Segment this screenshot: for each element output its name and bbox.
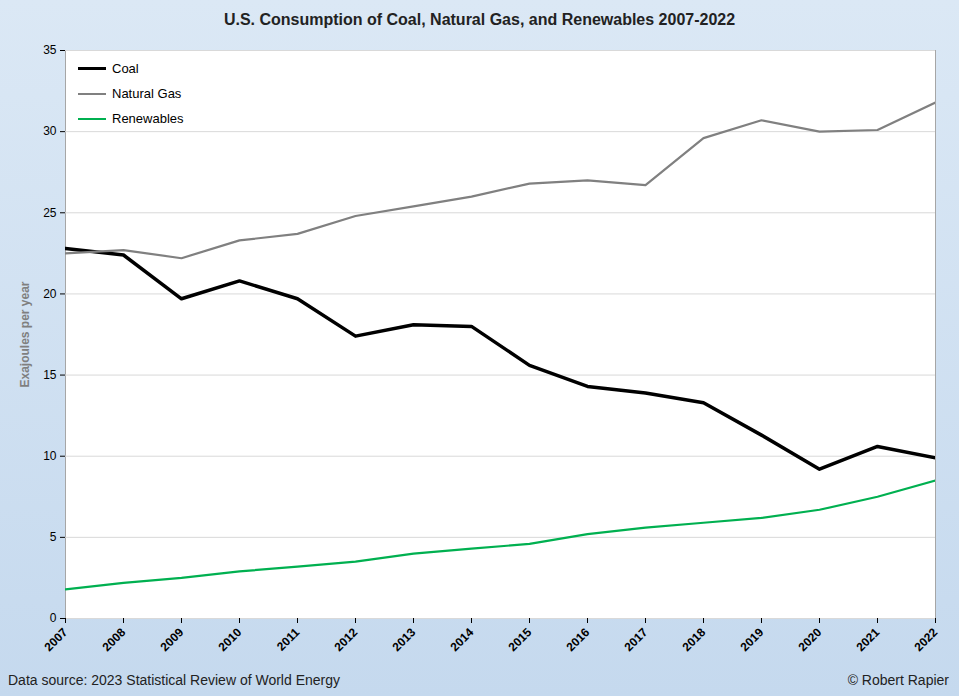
svg-text:2017: 2017 xyxy=(622,625,651,654)
html-text:Data source: 2023 Statistical: Data source: 2023 Statistical Review of … xyxy=(8,672,340,688)
svg-text:2021: 2021 xyxy=(854,625,883,654)
svg-text:30: 30 xyxy=(43,124,57,138)
svg-text:2009: 2009 xyxy=(158,625,187,654)
svg-text:2011: 2011 xyxy=(274,625,303,654)
svg-text:2015: 2015 xyxy=(506,625,535,654)
svg-text:2012: 2012 xyxy=(332,625,361,654)
svg-text:2019: 2019 xyxy=(738,625,767,654)
svg-text:2008: 2008 xyxy=(100,625,129,654)
svg-text:25: 25 xyxy=(43,206,57,220)
svg-text:5: 5 xyxy=(50,530,57,544)
svg-text:2014: 2014 xyxy=(448,625,477,654)
svg-text:10: 10 xyxy=(43,449,57,463)
svg-text:2020: 2020 xyxy=(796,625,825,654)
svg-text:2018: 2018 xyxy=(680,625,709,654)
svg-text:2007: 2007 xyxy=(42,625,71,654)
svg-text:0: 0 xyxy=(50,611,57,625)
html-text:Renewables: Renewables xyxy=(112,111,184,126)
svg-text:35: 35 xyxy=(43,43,57,57)
svg-text:20: 20 xyxy=(43,287,57,301)
html-text:U.S. Consumption of Coal, Natu: U.S. Consumption of Coal, Natural Gas, a… xyxy=(223,11,736,28)
svg-text:2022: 2022 xyxy=(912,625,941,654)
html-text:© Robert Rapier: © Robert Rapier xyxy=(847,672,949,688)
html-text:Natural Gas: Natural Gas xyxy=(112,86,182,101)
svg-text:Exajoules per year: Exajoules per year xyxy=(18,281,32,387)
svg-text:15: 15 xyxy=(43,368,57,382)
html-text:Coal: Coal xyxy=(112,61,139,76)
svg-text:2010: 2010 xyxy=(216,625,245,654)
svg-text:2016: 2016 xyxy=(564,625,593,654)
svg-text:2013: 2013 xyxy=(390,625,419,654)
